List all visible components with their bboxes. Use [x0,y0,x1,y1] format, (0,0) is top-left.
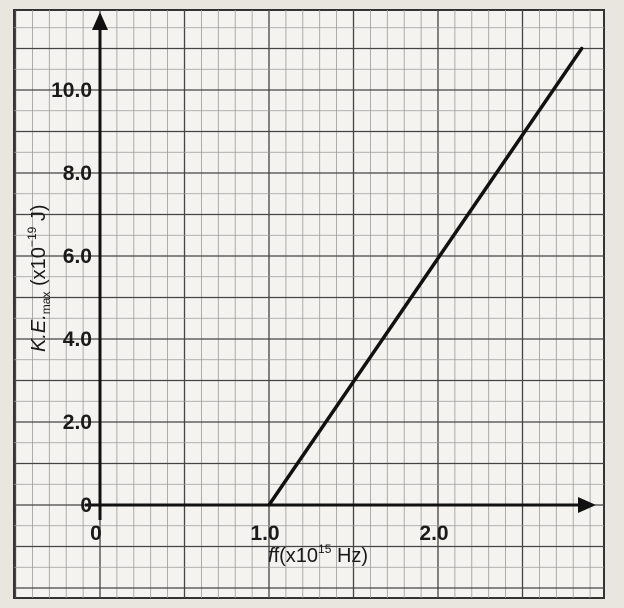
y-axis-arrow [92,12,108,30]
y-axis-title-exponent: −19 [25,226,39,247]
y-axis-title-unit: (x10 [28,247,50,291]
x-tick-label: 2.0 [419,522,448,545]
y-axis-title-subscript: max [39,292,53,315]
y-tick-label: 2.0 [63,411,92,434]
grid [14,10,604,598]
x-axis-title-unit: Hz) [331,545,368,567]
y-tick-label: 6.0 [63,245,92,268]
y-tick-label: 0 [80,494,92,517]
y-axis-title-main: K.E. [28,314,50,352]
x-axis-arrow [578,497,596,513]
y-tick-label: 4.0 [63,328,92,351]
y-axis-title-tail: J) [28,204,50,226]
x-axis-title-exponent: 15 [318,542,332,556]
series [267,46,584,507]
y-axis-title: K.E.max (x10−19 J) [25,204,53,352]
x-axis-title: ff(x1015 Hz) [268,542,368,567]
grid-paper [13,9,605,599]
x-axis-title-main: f(x10 [274,545,318,567]
x-tick-label: 0 [90,522,102,545]
tick-labels: 0 1.0 2.0 0 2.0 4.0 6.0 8.0 10.0 [51,79,448,545]
axes [85,12,596,520]
x-tick-label: 1.0 [250,522,279,545]
series-line [267,46,584,507]
y-tick-label: 10.0 [51,79,92,102]
y-tick-label: 8.0 [63,162,92,185]
